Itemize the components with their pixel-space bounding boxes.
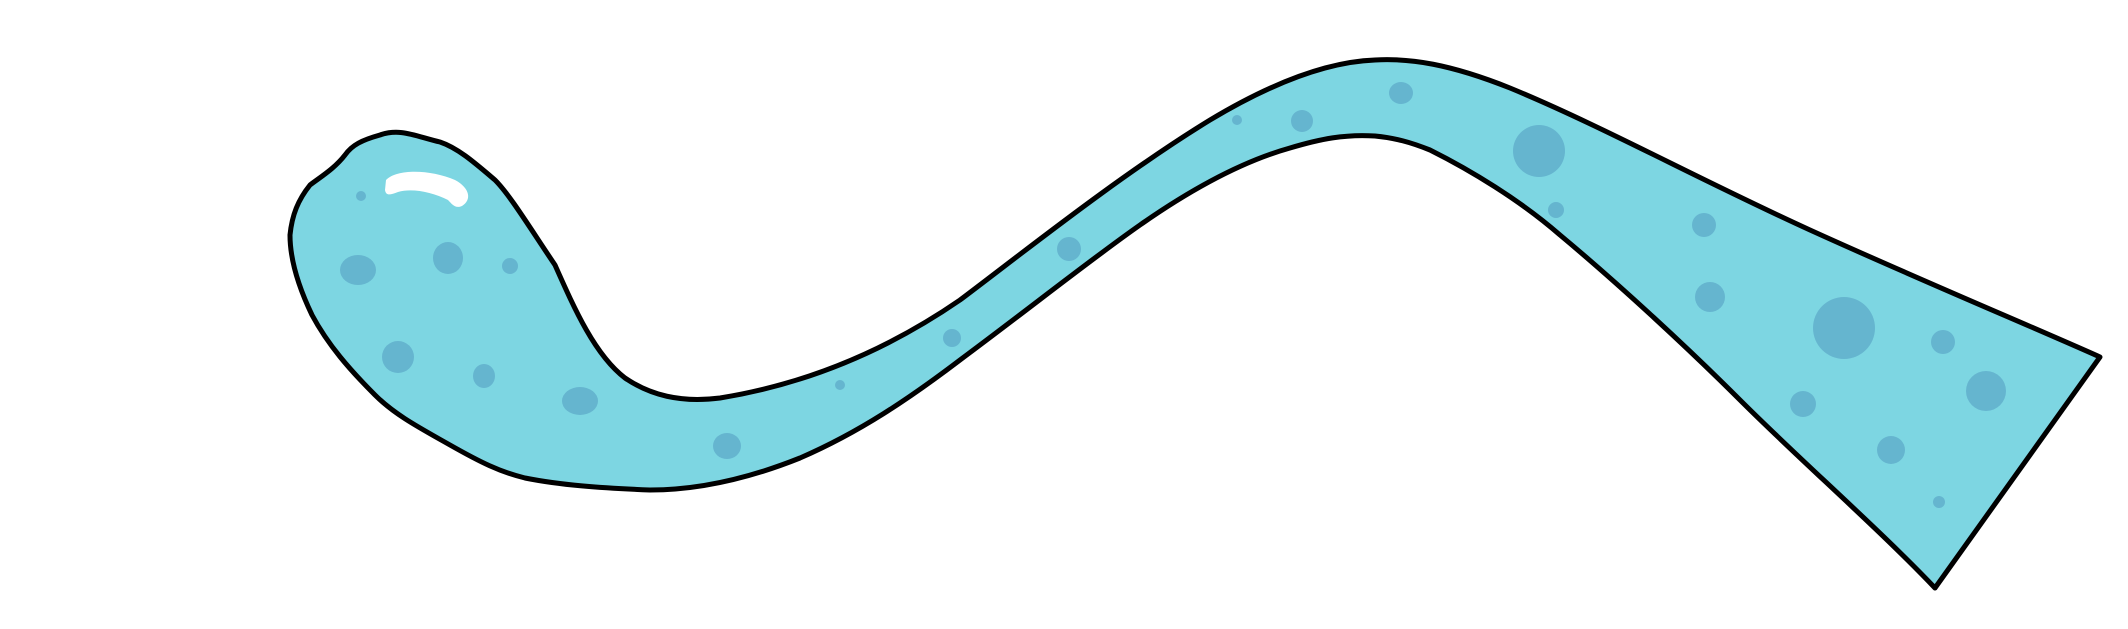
spot — [1232, 115, 1242, 125]
spot — [382, 341, 414, 373]
spot — [1877, 436, 1905, 464]
spots — [340, 82, 2006, 508]
spot — [1291, 110, 1313, 132]
spot — [1695, 282, 1725, 312]
spot — [433, 242, 463, 274]
spot — [1790, 391, 1816, 417]
spot — [835, 380, 845, 390]
spot — [1966, 371, 2006, 411]
spot — [1389, 82, 1413, 104]
spot — [1057, 237, 1081, 261]
spot — [713, 433, 741, 459]
spot — [1931, 330, 1955, 354]
spot — [356, 191, 366, 201]
spot — [1548, 202, 1564, 218]
spot — [473, 364, 495, 388]
spot — [562, 387, 598, 415]
spot — [1513, 125, 1565, 177]
spot — [1933, 496, 1945, 508]
spot — [502, 258, 518, 274]
spot — [943, 329, 961, 347]
tentacle-body — [287, 57, 2103, 591]
spot — [340, 255, 376, 285]
highlight — [385, 171, 469, 207]
spot — [1692, 213, 1716, 237]
spot — [1813, 297, 1875, 359]
